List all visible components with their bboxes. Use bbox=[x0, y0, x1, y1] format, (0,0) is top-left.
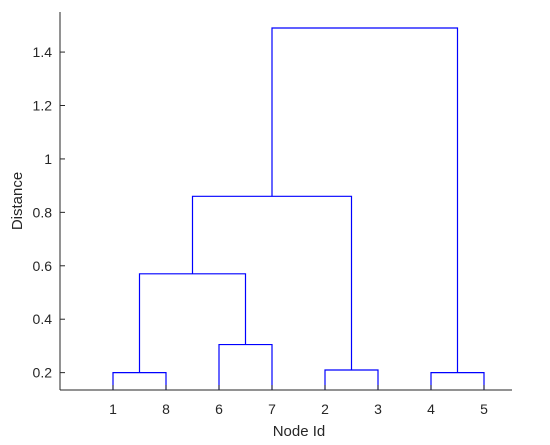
x-tick-label: 6 bbox=[215, 401, 223, 417]
dendrogram-link bbox=[138, 273, 247, 373]
dendrogram-link bbox=[430, 372, 485, 390]
y-axis-label: Distance bbox=[9, 172, 26, 230]
y-tick-label: 0.6 bbox=[33, 258, 53, 274]
dendrogram-link bbox=[324, 369, 379, 390]
y-tick-label: 1.2 bbox=[33, 97, 53, 113]
y-ticks: 0.2 0.4 0.6 0.8 1 1.2 1.4 bbox=[33, 44, 65, 381]
dendrogram-link bbox=[191, 195, 353, 370]
x-ticks: 1 8 6 7 2 3 4 5 bbox=[109, 385, 488, 417]
y-tick-label: 0.2 bbox=[33, 365, 53, 381]
dendrogram-links bbox=[112, 27, 485, 390]
x-tick-label: 7 bbox=[268, 401, 276, 417]
x-tick-label: 3 bbox=[374, 401, 382, 417]
y-tick-label: 0.4 bbox=[33, 311, 53, 327]
x-tick-label: 4 bbox=[427, 401, 435, 417]
x-tick-label: 1 bbox=[109, 401, 117, 417]
x-tick-label: 5 bbox=[480, 401, 488, 417]
dendrogram-link bbox=[271, 27, 459, 373]
y-tick-label: 1 bbox=[44, 151, 52, 167]
y-tick-label: 1.4 bbox=[33, 44, 53, 60]
dendrogram-link bbox=[112, 372, 167, 390]
dendrogram-link bbox=[218, 343, 273, 390]
x-axis-label: Node Id bbox=[273, 423, 326, 440]
y-tick-label: 0.8 bbox=[33, 204, 53, 220]
x-tick-label: 2 bbox=[321, 401, 329, 417]
x-tick-label: 8 bbox=[162, 401, 170, 417]
